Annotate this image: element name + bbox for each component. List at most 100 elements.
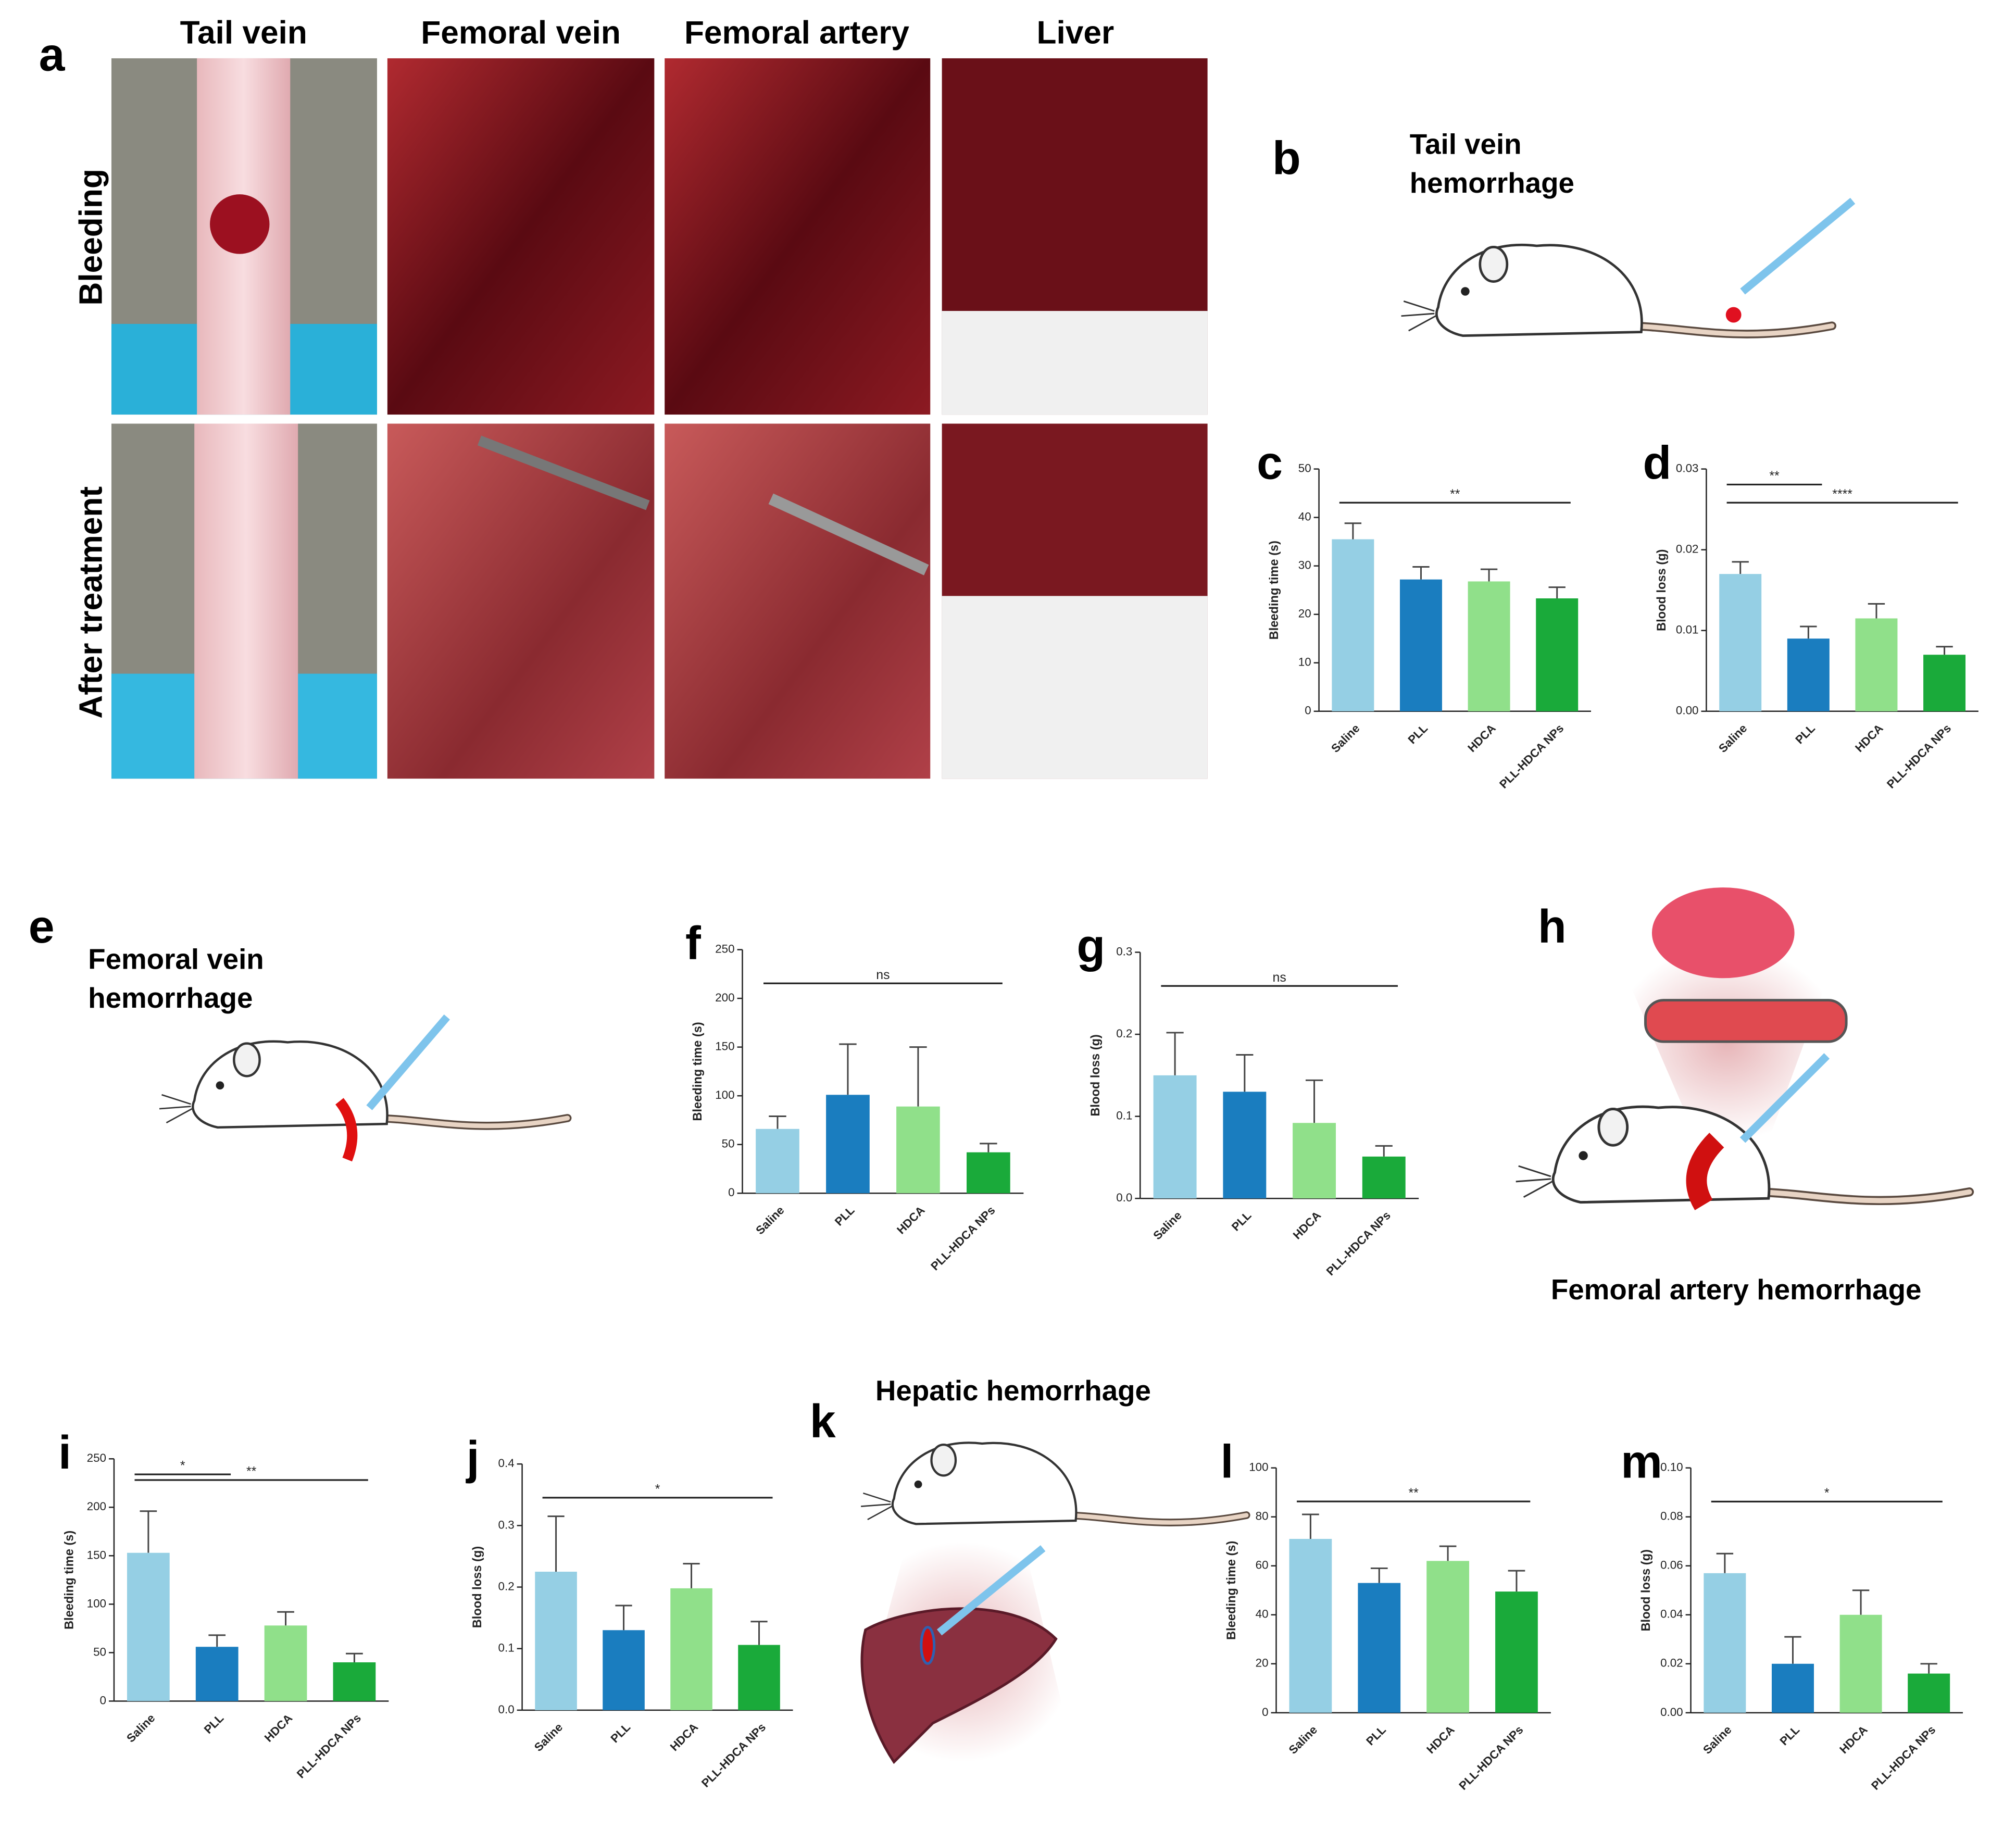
x-tick-label: Saline xyxy=(1150,1209,1184,1242)
y-tick-label: 0 xyxy=(1262,1706,1268,1719)
bar xyxy=(264,1625,307,1701)
y-tick-label: 0.3 xyxy=(1116,945,1132,958)
x-tick-label: PLL-HDCA NPs xyxy=(1884,722,1954,791)
x-tick-label: Saline xyxy=(1716,722,1749,755)
mouse-ear xyxy=(1479,246,1509,283)
x-tick-label: PLL-HDCA NPs xyxy=(928,1204,997,1273)
panel-letter: j xyxy=(466,1432,480,1484)
panel-letter: c xyxy=(1257,436,1283,488)
y-tick-label: 80 xyxy=(1256,1510,1269,1523)
x-tick-label: Saline xyxy=(753,1204,786,1237)
significance-label: ** xyxy=(1769,469,1780,483)
x-tick-label: PLL xyxy=(202,1711,227,1736)
mouse-tail-inner xyxy=(367,1115,570,1129)
column-label: Liver xyxy=(1037,15,1115,51)
x-tick-label: HDCA xyxy=(1852,722,1885,755)
significance-label: ** xyxy=(246,1464,257,1479)
x-tick-label: Saline xyxy=(1329,722,1362,755)
row-label: Bleeding xyxy=(73,169,109,306)
x-tick-label: HDCA xyxy=(894,1204,927,1236)
row-label: After treatment xyxy=(73,486,109,719)
x-tick-label: PLL xyxy=(1777,1723,1802,1748)
y-tick-label: 0 xyxy=(728,1186,734,1199)
bar xyxy=(826,1095,870,1194)
bleed xyxy=(335,1098,358,1162)
mouse xyxy=(861,1442,1250,1526)
bar xyxy=(1536,598,1579,711)
y-tick-label: 0.01 xyxy=(1676,623,1699,636)
pipette xyxy=(1739,1053,1830,1143)
photo xyxy=(387,423,655,779)
x-tick-label: PLL-HDCA NPs xyxy=(294,1711,364,1781)
x-tick-label: PLL xyxy=(1363,1723,1388,1748)
diagram-title: Tail vein xyxy=(1410,128,1522,160)
photo-gauze xyxy=(942,311,1208,415)
y-tick-label: 0.02 xyxy=(1660,1657,1683,1670)
significance-label: * xyxy=(180,1459,185,1473)
bar xyxy=(1787,638,1830,711)
bar xyxy=(195,1647,239,1701)
x-tick-label: Saline xyxy=(1700,1723,1734,1757)
y-tick-label: 40 xyxy=(1298,510,1311,523)
y-tick-label: 0 xyxy=(1305,704,1311,717)
bar xyxy=(738,1645,780,1710)
x-tick-label: PLL xyxy=(832,1204,857,1229)
pipette xyxy=(936,1545,1046,1636)
pipette xyxy=(366,1014,450,1110)
bar xyxy=(896,1106,940,1194)
mouse-ear xyxy=(233,1042,261,1077)
mouse-eye xyxy=(1579,1151,1588,1160)
mouse-ear xyxy=(930,1444,957,1477)
y-tick-label: 250 xyxy=(715,942,734,955)
panel-letter: e xyxy=(29,900,55,952)
diagram-title: hemorrhage xyxy=(1410,167,1574,199)
x-tick-label: PLL xyxy=(1229,1209,1254,1234)
x-tick-label: PLL xyxy=(608,1721,633,1746)
x-tick-label: HDCA xyxy=(668,1721,700,1753)
y-tick-label: 0.0 xyxy=(498,1703,515,1716)
x-tick-label: PLL-HDCA NPs xyxy=(1497,722,1566,791)
y-tick-label: 0.03 xyxy=(1676,462,1699,475)
mouse-whiskers xyxy=(1401,300,1436,332)
y-tick-label: 150 xyxy=(87,1548,106,1561)
y-axis-label: Blood loss (g) xyxy=(1655,549,1669,631)
panel-letter: f xyxy=(685,917,701,969)
mouse-whiskers xyxy=(159,1094,193,1124)
bar xyxy=(127,1552,170,1701)
diagram-title: Femoral artery hemorrhage xyxy=(1551,1273,1922,1306)
bleed xyxy=(1686,1133,1724,1210)
y-tick-label: 0.0 xyxy=(1116,1191,1132,1204)
x-tick-label: Saline xyxy=(532,1721,565,1754)
bar xyxy=(535,1571,577,1710)
bar xyxy=(756,1129,799,1194)
y-tick-label: 0.1 xyxy=(1116,1109,1132,1122)
y-tick-label: 0.1 xyxy=(498,1641,515,1654)
diagram-title: hemorrhage xyxy=(88,982,253,1014)
panel-letter: i xyxy=(58,1426,71,1478)
y-tick-label: 200 xyxy=(87,1500,106,1513)
mouse xyxy=(1401,243,1837,339)
bar xyxy=(603,1630,645,1710)
photo-grid xyxy=(111,58,1208,779)
photo-forceps xyxy=(768,493,929,575)
y-tick-label: 0.08 xyxy=(1660,1510,1683,1523)
y-axis-label: Blood loss (g) xyxy=(1639,1549,1653,1631)
x-tick-label: HDCA xyxy=(1465,722,1498,755)
y-tick-label: 20 xyxy=(1298,607,1311,620)
photo-tail xyxy=(194,423,298,779)
photo-forceps xyxy=(477,435,650,510)
diagram-title: Femoral vein xyxy=(88,943,264,975)
bar xyxy=(1362,1156,1406,1199)
bar xyxy=(1358,1583,1401,1713)
y-tick-label: 0.06 xyxy=(1660,1559,1683,1572)
significance-label: * xyxy=(1824,1486,1830,1500)
x-tick-label: Saline xyxy=(124,1711,157,1745)
panel-letter: l xyxy=(1220,1435,1233,1487)
photo xyxy=(665,58,931,415)
significance-label: * xyxy=(655,1482,660,1497)
mouse-tail-inner xyxy=(1746,1189,1972,1204)
y-tick-label: 30 xyxy=(1298,559,1311,572)
y-axis-label: Blood loss (g) xyxy=(471,1546,484,1628)
x-tick-label: PLL-HDCA NPs xyxy=(1457,1723,1526,1793)
column-label: Femoral artery xyxy=(684,15,909,51)
